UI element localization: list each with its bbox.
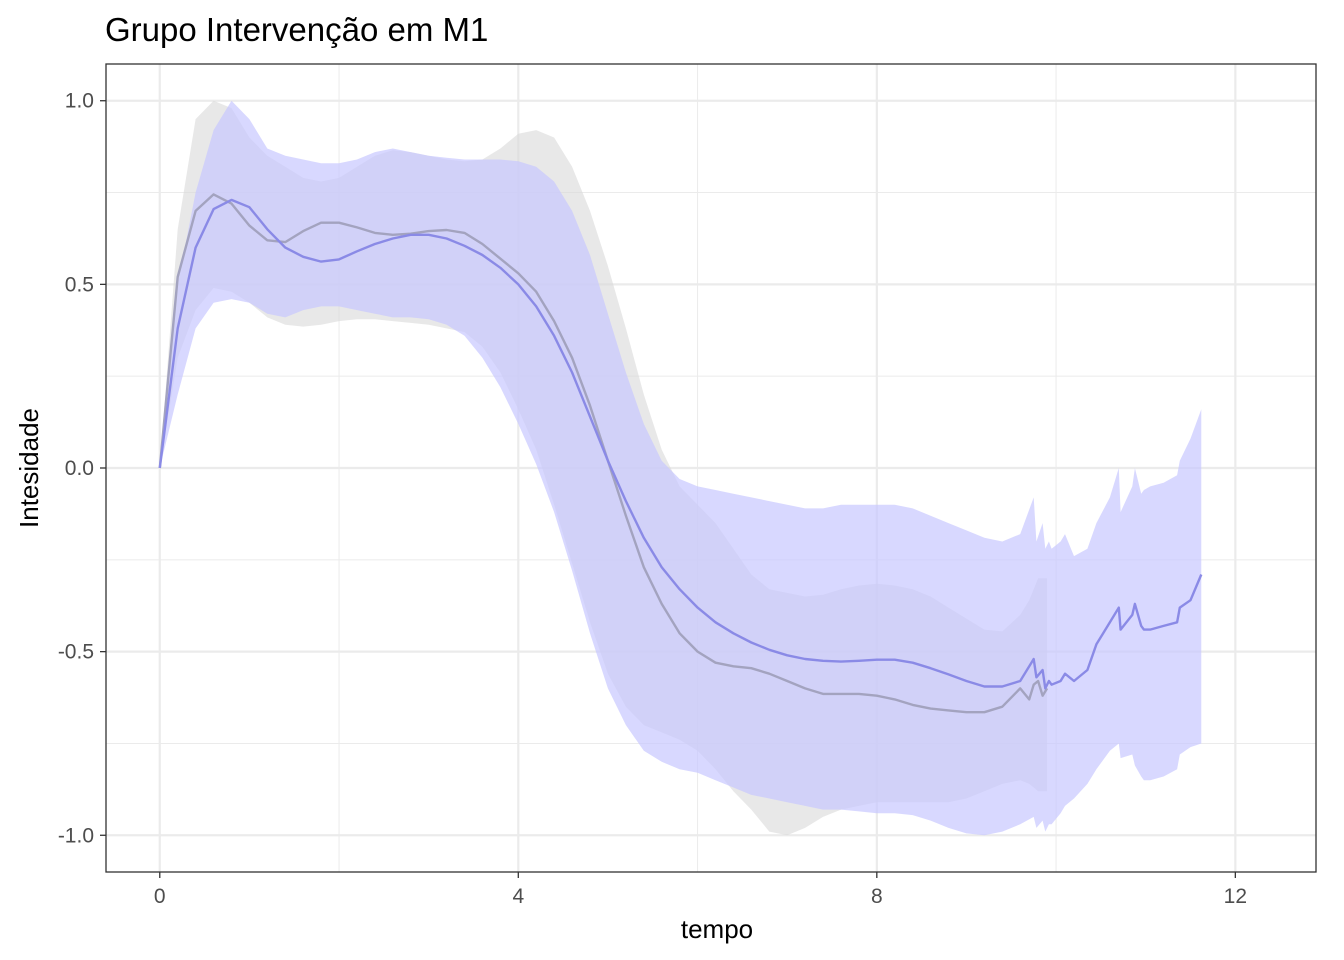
x-axis-title: tempo bbox=[681, 914, 753, 944]
x-tick-label: 12 bbox=[1224, 885, 1247, 908]
y-tick-label: 1.0 bbox=[65, 90, 94, 113]
x-tick-label: 8 bbox=[871, 885, 883, 908]
y-tick-label: -0.5 bbox=[58, 641, 94, 664]
y-tick-label: -1.0 bbox=[58, 824, 94, 847]
x-tick-label: 0 bbox=[154, 885, 166, 908]
plot-panel: 0 4 8 12 1.0 0.5 0.0 -0.5 -1.0 bbox=[58, 63, 1317, 908]
chart-title: Grupo Intervenção em M1 bbox=[105, 11, 488, 48]
y-axis-title: Intesidade bbox=[14, 408, 44, 528]
mean-line-2 bbox=[158, 198, 1203, 690]
confidence-band-2 bbox=[159, 100, 1202, 836]
mean-line-1 bbox=[158, 193, 1049, 714]
y-tick-label: 0.0 bbox=[65, 457, 94, 480]
y-tick-label: 0.5 bbox=[65, 273, 94, 296]
x-tick-label: 4 bbox=[512, 885, 524, 908]
